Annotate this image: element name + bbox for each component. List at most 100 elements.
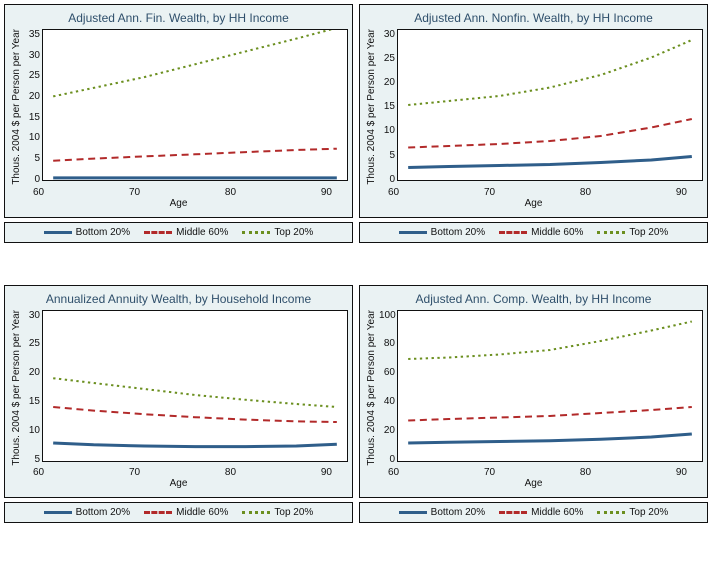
x-tick: 60	[33, 467, 44, 478]
y-tick: 15	[379, 101, 395, 112]
legend-item-top: Top 20%	[242, 227, 313, 238]
y-ticks: 35302520151050	[24, 29, 42, 185]
legend-item-top: Top 20%	[242, 507, 313, 518]
y-tick: 100	[379, 310, 395, 321]
y-tick: 0	[379, 454, 395, 465]
x-tick: 80	[580, 187, 591, 198]
y-axis-label: Thous. 2004 $ per Person per Year	[9, 29, 24, 185]
x-tick: 70	[129, 467, 140, 478]
y-tick: 25	[24, 338, 40, 349]
y-tick: 30	[24, 310, 40, 321]
legend-label: Top 20%	[629, 507, 668, 518]
legend-swatch	[44, 231, 72, 234]
series-top	[53, 378, 337, 407]
y-axis-label: Thous. 2004 $ per Person per Year	[364, 29, 379, 185]
series-middle	[408, 119, 692, 148]
series-bottom	[408, 434, 692, 443]
legend-item-top: Top 20%	[597, 227, 668, 238]
y-tick: 25	[379, 53, 395, 64]
y-tick: 15	[24, 396, 40, 407]
plot-area	[397, 29, 703, 181]
legend-swatch	[597, 511, 625, 514]
y-tick: 5	[24, 454, 40, 465]
y-tick: 40	[379, 396, 395, 407]
legend-label: Middle 60%	[531, 507, 583, 518]
legend-label: Middle 60%	[176, 507, 228, 518]
y-ticks: 302520151050	[379, 29, 397, 185]
series-bottom	[408, 157, 692, 168]
x-tick: 80	[580, 467, 591, 478]
legend-label: Middle 60%	[531, 227, 583, 238]
x-tick: 70	[129, 187, 140, 198]
legend-label: Bottom 20%	[76, 227, 130, 238]
legend-swatch	[242, 231, 270, 234]
chart-title: Adjusted Ann. Fin. Wealth, by HH Income	[9, 11, 348, 25]
plot-wrap: Thous. 2004 $ per Person per Year30 25 20 1…	[364, 29, 703, 185]
x-tick: 80	[225, 467, 236, 478]
y-tick: 60	[379, 367, 395, 378]
legend-item-bottom: Bottom 20%	[399, 507, 485, 518]
plot-wrap: Thous. 2004 $ per Person per Year1008060…	[364, 310, 703, 466]
y-tick: 0	[24, 174, 40, 185]
legend-swatch	[144, 511, 172, 514]
legend-label: Bottom 20%	[431, 227, 485, 238]
y-tick: 30	[379, 29, 395, 40]
x-ticks: 60708090	[388, 467, 687, 478]
legend-item-bottom: Bottom 20%	[44, 227, 130, 238]
x-tick: 80	[225, 187, 236, 198]
y-ticks: 30252015105	[24, 310, 42, 466]
y-tick: 20	[24, 91, 40, 102]
x-tick: 90	[676, 467, 687, 478]
y-tick: 35	[24, 29, 40, 40]
legend-swatch	[499, 231, 527, 234]
legend-item-bottom: Bottom 20%	[399, 227, 485, 238]
legend-swatch	[597, 231, 625, 234]
chart-frame: Adjusted Ann. Fin. Wealth, by HH Income T…	[4, 4, 353, 218]
legend-label: Bottom 20%	[431, 507, 485, 518]
legend-label: Top 20%	[274, 227, 313, 238]
y-tick: 15	[24, 112, 40, 123]
y-axis-label: Thous. 2004 $ per Person per Year	[9, 310, 24, 466]
plot-area	[42, 310, 348, 462]
plot-wrap: Thous. 2004 $ per Person per Year30 25 20 1…	[9, 310, 348, 466]
x-axis-label: Age	[9, 198, 348, 209]
legend-swatch	[399, 231, 427, 234]
legend: Bottom 20%Middle 60%Top 20%	[4, 222, 353, 243]
legend-item-middle: Middle 60%	[499, 507, 583, 518]
legend-swatch	[399, 511, 427, 514]
legend-swatch	[242, 511, 270, 514]
legend-item-bottom: Bottom 20%	[44, 507, 130, 518]
x-tick: 90	[676, 187, 687, 198]
series-middle	[408, 407, 692, 421]
x-axis-label: Age	[364, 478, 703, 489]
y-tick: 5	[379, 150, 395, 161]
legend-swatch	[144, 231, 172, 234]
x-ticks: 60 70 80 90	[388, 187, 687, 198]
legend: Bottom 20% Middle 60% Top 20%	[359, 222, 708, 243]
series-top	[53, 30, 337, 96]
legend-item-top: Top 20%	[597, 507, 668, 518]
chart-title: Annualized Annuity Wealth, by Household …	[9, 292, 348, 306]
series-middle	[53, 149, 337, 161]
legend: Bottom 20% Middle 60% Top 20%	[359, 502, 708, 523]
y-tick: 80	[379, 338, 395, 349]
x-tick: 70	[484, 187, 495, 198]
legend-label: Top 20%	[629, 227, 668, 238]
chart-frame: Adjusted Ann. Comp. Wealth, by HH Income…	[359, 285, 708, 499]
x-axis-label: Age	[364, 198, 703, 209]
legend: Bottom 20% Middle 60% Top 20%	[4, 502, 353, 523]
plot-wrap: Thous. 2004 $ per Person per Year3530252…	[9, 29, 348, 185]
legend-item-middle: Middle 60%	[144, 507, 228, 518]
x-tick: 60	[388, 187, 399, 198]
legend-swatch	[499, 511, 527, 514]
y-ticks: 100806040200	[379, 310, 397, 466]
legend-label: Bottom 20%	[76, 507, 130, 518]
y-tick: 5	[24, 153, 40, 164]
chart-title: Adjusted Ann. Comp. Wealth, by HH Income	[364, 292, 703, 306]
y-tick: 20	[379, 77, 395, 88]
x-tick: 60	[33, 187, 44, 198]
plot-area	[397, 310, 703, 462]
y-tick: 20	[24, 367, 40, 378]
legend-label: Top 20%	[274, 507, 313, 518]
series-top	[408, 321, 692, 359]
